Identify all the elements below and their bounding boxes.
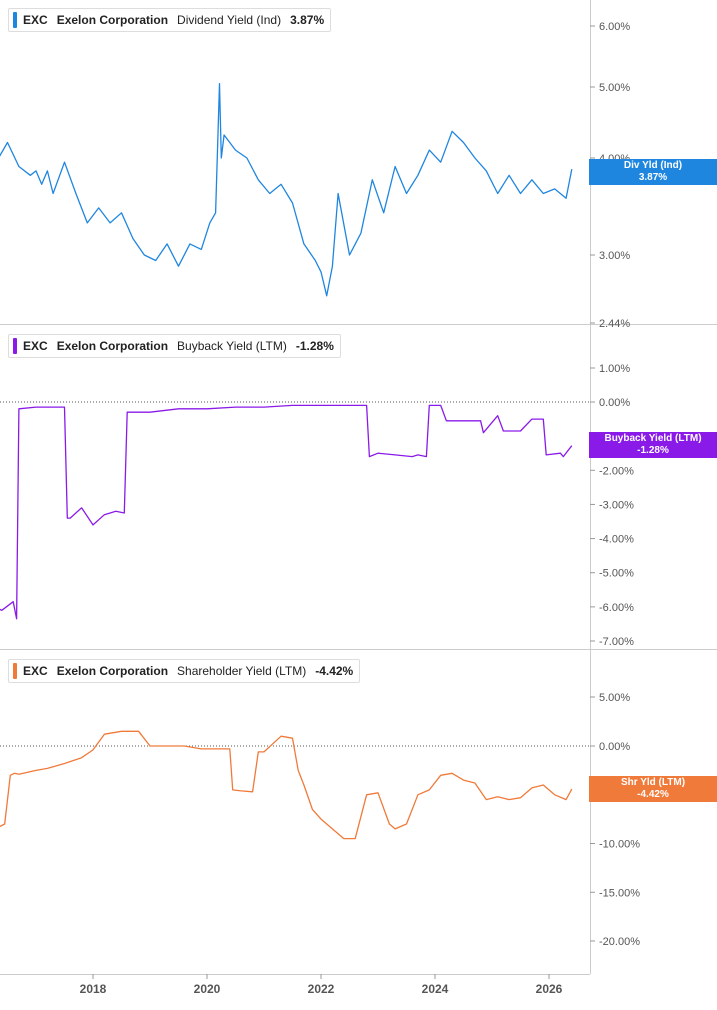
y-tick-label: -3.00%	[599, 499, 634, 511]
y-tick-label: -4.00%	[599, 534, 634, 546]
legend-value: -1.28%	[295, 339, 334, 353]
legend-shareholder[interactable]: EXC Exelon Corporation Shareholder Yield…	[8, 659, 361, 683]
legend-swatch-dividend	[13, 12, 17, 28]
y-tick-label: -10.00%	[599, 839, 640, 851]
y-tick-label: -7.00%	[599, 636, 634, 648]
y-tick-label: 6.00%	[599, 21, 630, 33]
badge-dividend-value: 3.87%	[638, 172, 668, 183]
legend-company: Exelon Corporation	[56, 339, 169, 353]
badge-shareholder: Shr Yld (LTM) -4.42%	[589, 776, 717, 802]
badge-shareholder-value: -4.42%	[637, 789, 669, 800]
y-tick-label: -15.00%	[599, 887, 640, 899]
legend-swatch-buyback	[13, 338, 17, 354]
y-tick-label: 1.00%	[599, 363, 630, 375]
legend-metric: Dividend Yield (Ind)	[177, 13, 282, 27]
badge-buyback: Buyback Yield (LTM) -1.28%	[589, 432, 717, 458]
x-tick-label: 2018	[80, 982, 107, 996]
badge-shareholder-label: Shr Yld (LTM)	[620, 777, 686, 788]
legend-ticker: EXC	[23, 339, 48, 353]
legend-swatch-shareholder	[13, 663, 17, 679]
y-tick-label: -20.00%	[599, 936, 640, 948]
legend-company: Exelon Corporation	[56, 13, 169, 27]
legend-ticker: EXC	[23, 664, 48, 678]
badge-buyback-value: -1.28%	[637, 445, 669, 456]
legend-dividend[interactable]: EXC Exelon Corporation Dividend Yield (I…	[8, 8, 332, 32]
legend-company: Exelon Corporation	[56, 664, 169, 678]
badge-dividend: Div Yld (Ind) 3.87%	[589, 159, 717, 185]
legend-value: 3.87%	[290, 13, 325, 27]
legend-value: -4.42%	[315, 664, 354, 678]
badge-dividend-label: Div Yld (Ind)	[623, 160, 683, 171]
y-tick-label: -5.00%	[599, 568, 634, 580]
series-line-dividend	[0, 83, 573, 297]
legend-buyback[interactable]: EXC Exelon Corporation Buyback Yield (LT…	[8, 334, 341, 358]
y-tick-label: 3.00%	[599, 250, 630, 262]
series-line-shareholder	[0, 730, 573, 840]
y-tick-label: 2.44%	[599, 318, 630, 330]
legend-metric: Shareholder Yield (LTM)	[177, 664, 307, 678]
y-tick-label: 5.00%	[599, 82, 630, 94]
legend-metric: Buyback Yield (LTM)	[177, 339, 287, 353]
legend-ticker: EXC	[23, 13, 48, 27]
y-tick-label: -6.00%	[599, 602, 634, 614]
series-line-buyback	[0, 404, 573, 620]
x-tick-label: 2024	[422, 982, 449, 996]
y-tick-label: 0.00%	[599, 741, 630, 753]
x-tick-label: 2020	[194, 982, 221, 996]
x-tick-label: 2026	[536, 982, 563, 996]
y-tick-label: -2.00%	[599, 465, 634, 477]
y-tick-label: 5.00%	[599, 692, 630, 704]
badge-buyback-label: Buyback Yield (LTM)	[604, 433, 702, 444]
y-tick-label: 0.00%	[599, 397, 630, 409]
x-tick-label: 2022	[308, 982, 335, 996]
